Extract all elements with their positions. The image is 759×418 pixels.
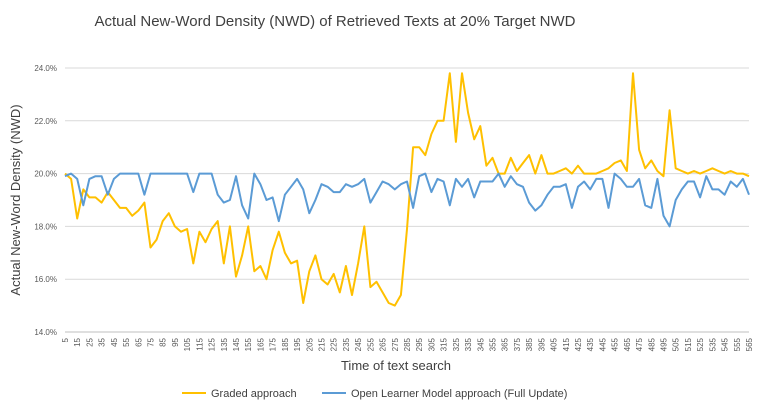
x-tick-label: 225 xyxy=(330,337,339,351)
x-axis-ticks: 5 15 25 35 45 55 65 75 85 95 105 115 125 135 145 155 165… xyxy=(61,337,754,351)
x-tick-label: 445 xyxy=(598,337,607,351)
x-tick-label: 65 xyxy=(134,337,143,346)
x-tick-label: 75 xyxy=(147,337,156,346)
x-tick-label: 495 xyxy=(660,337,669,351)
x-tick-label: 185 xyxy=(281,337,290,351)
x-tick-label: 565 xyxy=(745,337,754,351)
x-tick-label: 475 xyxy=(635,337,644,351)
x-tick-label: 485 xyxy=(647,337,656,351)
x-tick-label: 385 xyxy=(525,337,534,351)
x-tick-label: 325 xyxy=(452,337,461,351)
x-tick-label: 125 xyxy=(208,337,217,351)
x-tick-label: 355 xyxy=(489,337,498,351)
x-tick-label: 535 xyxy=(708,337,717,351)
x-tick-label: 395 xyxy=(537,337,546,351)
x-tick-label: 425 xyxy=(574,337,583,351)
series-line-graded xyxy=(64,72,750,307)
x-tick-label: 305 xyxy=(427,337,436,351)
x-tick-label: 335 xyxy=(464,337,473,351)
y-axis-ticks: 14.0% 16.0% 18.0% 20.0% 22.0% 24.0% xyxy=(34,64,57,337)
chart-title: Actual New-Word Density (NWD) of Retriev… xyxy=(95,13,576,30)
x-tick-label: 115 xyxy=(195,337,204,350)
legend-label: Graded approach xyxy=(211,388,297,400)
x-tick-label: 85 xyxy=(159,337,168,346)
x-tick-label: 465 xyxy=(623,337,632,351)
y-tick-label: 22.0% xyxy=(34,117,57,126)
x-tick-label: 405 xyxy=(550,337,559,351)
x-axis-label: Time of text search xyxy=(341,358,451,373)
x-tick-label: 55 xyxy=(122,337,131,346)
x-tick-label: 275 xyxy=(391,337,400,351)
y-tick-label: 20.0% xyxy=(34,170,57,179)
x-tick-label: 315 xyxy=(440,337,449,351)
y-tick-label: 14.0% xyxy=(34,328,57,337)
legend-label: Open Learner Model approach (Full Update… xyxy=(351,388,567,400)
x-tick-label: 265 xyxy=(379,337,388,351)
y-tick-label: 24.0% xyxy=(34,64,57,73)
x-tick-label: 245 xyxy=(354,337,363,351)
x-tick-label: 365 xyxy=(501,337,510,351)
x-tick-label: 45 xyxy=(110,337,119,346)
x-tick-label: 105 xyxy=(183,337,192,351)
x-tick-label: 135 xyxy=(220,337,229,351)
x-tick-label: 345 xyxy=(476,337,485,351)
x-tick-label: 285 xyxy=(403,337,412,351)
x-tick-label: 435 xyxy=(586,337,595,351)
x-tick-label: 505 xyxy=(672,337,681,351)
x-tick-label: 215 xyxy=(318,337,327,351)
y-axis-label: Actual New-Word Density (NWD) xyxy=(8,104,23,295)
x-tick-label: 235 xyxy=(342,337,351,351)
x-tick-label: 555 xyxy=(733,337,742,351)
x-tick-label: 155 xyxy=(244,337,253,351)
y-tick-label: 18.0% xyxy=(34,222,57,231)
x-tick-label: 5 xyxy=(61,337,70,342)
x-tick-label: 515 xyxy=(684,337,693,351)
x-tick-label: 205 xyxy=(305,337,314,351)
x-tick-label: 95 xyxy=(171,337,180,346)
x-tick-label: 175 xyxy=(269,337,278,351)
x-tick-label: 195 xyxy=(293,337,302,351)
x-tick-label: 455 xyxy=(611,337,620,351)
x-tick-label: 15 xyxy=(73,337,82,346)
x-tick-label: 415 xyxy=(562,337,571,351)
series-lines xyxy=(64,72,750,307)
x-tick-label: 295 xyxy=(415,337,424,351)
x-tick-label: 165 xyxy=(256,337,265,351)
x-tick-label: 545 xyxy=(721,337,730,351)
x-tick-label: 375 xyxy=(513,337,522,351)
x-tick-label: 35 xyxy=(98,337,107,346)
series-line-open-learner-model xyxy=(64,172,750,228)
legend: Graded approach Open Learner Model approa… xyxy=(182,388,567,400)
x-tick-label: 255 xyxy=(366,337,375,351)
x-tick-label: 25 xyxy=(85,337,94,346)
x-tick-label: 145 xyxy=(232,337,241,351)
x-tick-label: 525 xyxy=(696,337,705,351)
y-tick-label: 16.0% xyxy=(34,275,57,284)
